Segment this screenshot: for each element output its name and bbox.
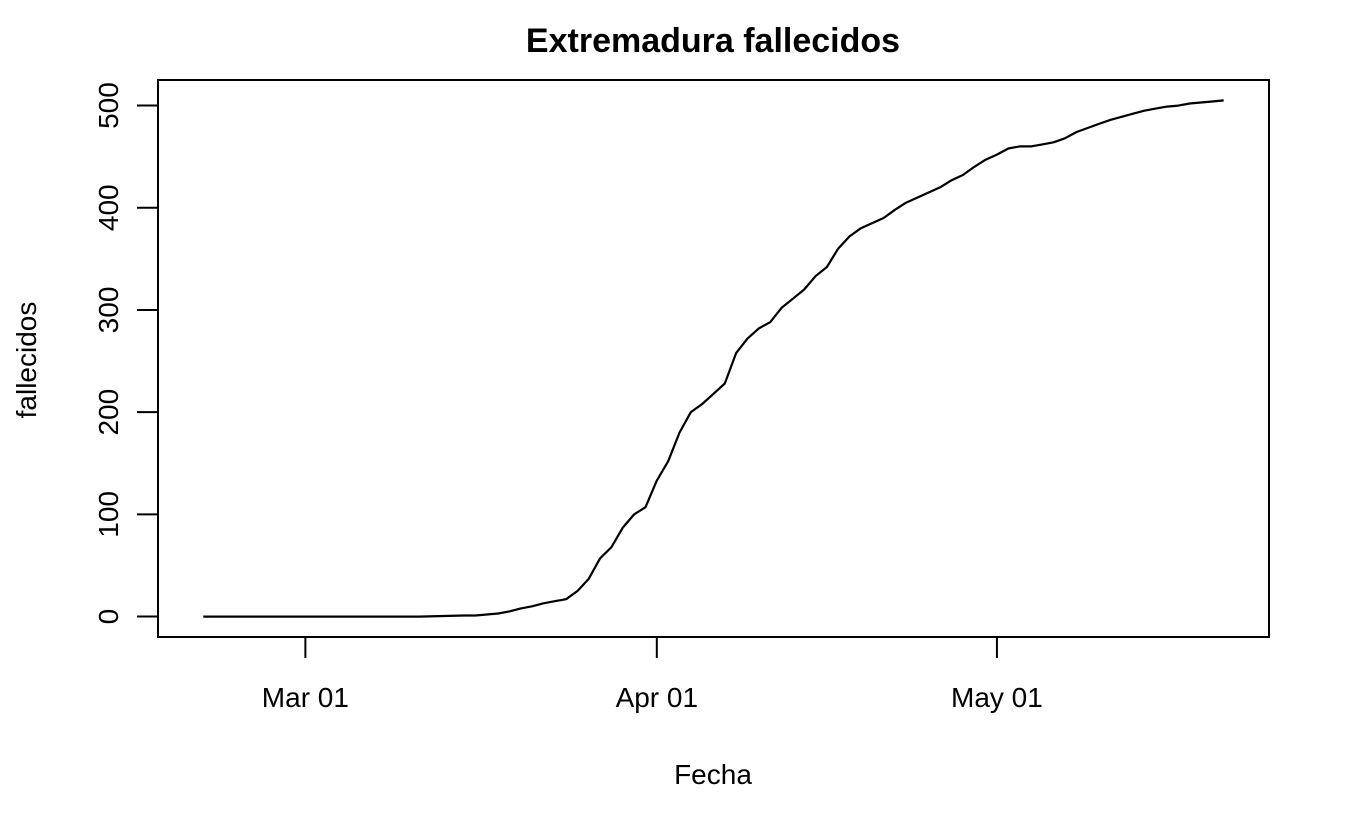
chart-title: Extremadura fallecidos <box>526 22 900 60</box>
y-tick-label: 400 <box>93 184 124 231</box>
y-tick-label: 500 <box>93 82 124 129</box>
x-tick-label: May 01 <box>951 682 1043 713</box>
y-tick-label: 300 <box>93 287 124 334</box>
y-axis: 0 100 200 300 400 500 <box>93 82 158 624</box>
y-tick-label: 0 <box>93 609 124 625</box>
x-tick-label: Mar 01 <box>262 682 349 713</box>
plot-frame <box>157 79 1270 638</box>
series-line-fallecidos <box>203 99 1224 618</box>
y-axis-label: fallecidos <box>11 302 42 419</box>
y-tick-label: 200 <box>93 389 124 436</box>
x-tick-label: Apr 01 <box>616 682 699 713</box>
y-tick-label: 100 <box>93 491 124 538</box>
x-axis: Mar 01 Apr 01 May 01 <box>262 637 1043 713</box>
x-axis-label: Fecha <box>674 759 752 790</box>
